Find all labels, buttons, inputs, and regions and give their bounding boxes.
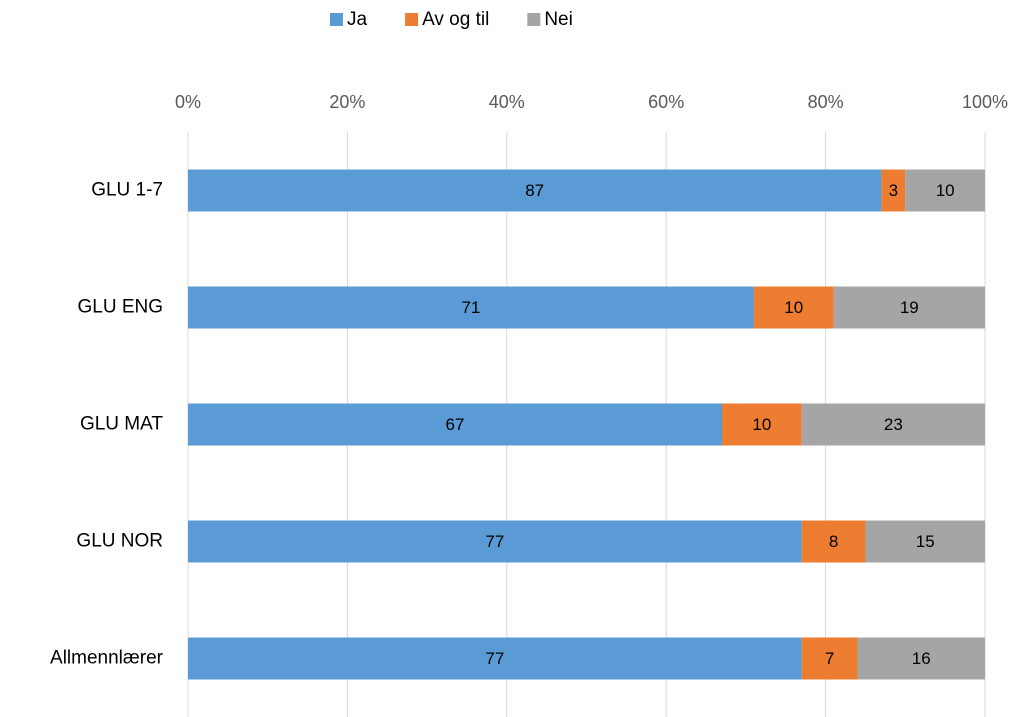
bar-segment (833, 286, 985, 329)
bar-segment (865, 520, 985, 563)
bar-segment (905, 169, 985, 212)
x-tick-label: 20% (329, 92, 365, 112)
x-tick-label: 100% (962, 92, 1008, 112)
data-label: 77 (485, 649, 504, 668)
data-label: 16 (912, 649, 931, 668)
x-tick-label: 40% (489, 92, 525, 112)
bar-segment (721, 403, 802, 446)
bar-segment (188, 403, 722, 446)
data-label: 8 (829, 532, 838, 551)
data-label: 71 (461, 298, 480, 317)
bar-segment (801, 403, 985, 446)
data-label: 3 (889, 181, 898, 200)
x-tick-label: 0% (175, 92, 201, 112)
data-label: 15 (916, 532, 935, 551)
legend-label: Nei (544, 9, 573, 30)
y-tick-label: GLU ENG (77, 297, 163, 318)
data-label: 67 (446, 415, 465, 434)
y-tick-label: GLU MAT (80, 414, 163, 435)
data-label: 77 (485, 532, 504, 551)
data-label: 87 (525, 181, 544, 200)
data-label: 10 (784, 298, 803, 317)
x-tick-label: 80% (808, 92, 844, 112)
bar-segment (753, 286, 834, 329)
y-tick-label: GLU 1-7 (91, 180, 163, 201)
data-label: 19 (900, 298, 919, 317)
bar-segment (188, 520, 802, 563)
x-tick-label: 60% (648, 92, 684, 112)
legend-swatch (527, 13, 541, 26)
y-tick-label: Allmennlærer (50, 648, 164, 669)
bar-segment (881, 169, 906, 212)
bar-segment (801, 520, 866, 563)
bar-segment (188, 286, 754, 329)
bar-segment (801, 637, 858, 680)
bar-segment (857, 637, 985, 680)
legend-swatch (405, 13, 419, 26)
data-label: 7 (825, 649, 834, 668)
legend-label: Ja (347, 9, 368, 30)
data-label: 10 (936, 181, 955, 200)
data-label: 23 (884, 415, 903, 434)
y-tick-label: GLU NOR (76, 531, 163, 552)
bar-segment (188, 637, 802, 680)
data-label: 10 (752, 415, 771, 434)
bar-segment (188, 169, 882, 212)
legend-swatch (330, 13, 343, 26)
legend-label: Av og til (422, 9, 489, 30)
